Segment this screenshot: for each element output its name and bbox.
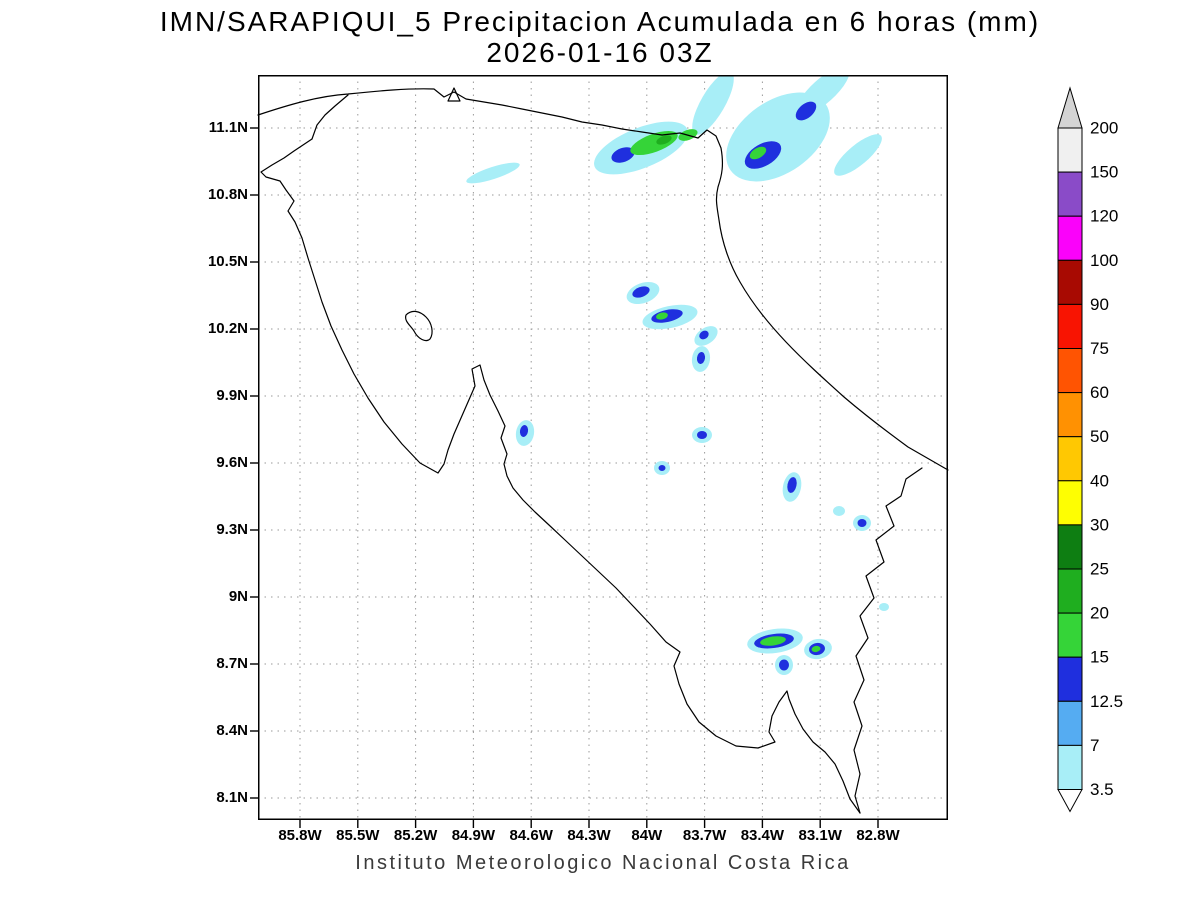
colorbar-segment bbox=[1058, 349, 1082, 393]
precipitation-layer bbox=[465, 59, 889, 675]
colorbar-label: 40 bbox=[1090, 471, 1109, 490]
colorbar-segment bbox=[1058, 304, 1082, 348]
colorbar-segment bbox=[1058, 569, 1082, 613]
colorbar-segment bbox=[1058, 260, 1082, 304]
colorbar-segment bbox=[1058, 481, 1082, 525]
precip-blob bbox=[659, 465, 666, 471]
colorbar-segment bbox=[1058, 393, 1082, 437]
axis-tick-marks bbox=[250, 128, 878, 828]
footer-credit: Instituto Meteorologico Nacional Costa R… bbox=[258, 852, 948, 875]
colorbar-segment bbox=[1058, 128, 1082, 172]
precip-blob bbox=[697, 431, 707, 439]
colorbar-label: 50 bbox=[1090, 427, 1109, 446]
y-tick-label: 8.7N bbox=[140, 655, 248, 673]
colorbar-label: 3.5 bbox=[1090, 780, 1114, 799]
coastline-layer bbox=[258, 88, 948, 813]
y-tick-label: 8.4N bbox=[140, 722, 248, 740]
precip-blob bbox=[858, 519, 867, 527]
colorbar-label: 25 bbox=[1090, 560, 1109, 579]
colorbar-label: 12.5 bbox=[1090, 692, 1123, 711]
precip-blob bbox=[879, 603, 889, 611]
y-tick-label: 9N bbox=[140, 588, 248, 606]
colorbar-segment bbox=[1058, 745, 1082, 789]
weather-map-page: IMN/SARAPIQUI_5 Precipitacion Acumulada … bbox=[0, 0, 1200, 900]
colorbar-label: 20 bbox=[1090, 604, 1109, 623]
inland-lake bbox=[406, 311, 432, 340]
chart-subtitle: 2026-01-16 03Z bbox=[0, 37, 1200, 69]
colorbar-label: 120 bbox=[1090, 207, 1118, 226]
colorbar-label: 150 bbox=[1090, 163, 1118, 182]
colorbar-segment bbox=[1058, 525, 1082, 569]
map-plot bbox=[258, 75, 948, 820]
pacific-coast-line bbox=[261, 139, 860, 813]
colorbar-arrow-top bbox=[1058, 88, 1082, 128]
precip-blob bbox=[779, 660, 789, 671]
y-tick-label: 10.8N bbox=[140, 186, 248, 204]
y-tick-label: 9.9N bbox=[140, 387, 248, 405]
colorbar-label: 30 bbox=[1090, 515, 1109, 534]
precip-blob bbox=[833, 506, 845, 516]
y-tick-label: 9.6N bbox=[140, 454, 248, 472]
colorbar-label: 7 bbox=[1090, 736, 1099, 755]
colorbar-segment bbox=[1058, 657, 1082, 701]
colorbar-arrow-bottom bbox=[1058, 790, 1082, 812]
map-frame bbox=[258, 75, 948, 820]
chart-title: IMN/SARAPIQUI_5 Precipitacion Acumulada … bbox=[0, 6, 1200, 38]
plot-border bbox=[259, 76, 948, 820]
graticule-grid bbox=[258, 75, 948, 820]
colorbar-label: 75 bbox=[1090, 339, 1109, 358]
y-tick-label: 9.3N bbox=[140, 521, 248, 539]
colorbar-segment bbox=[1058, 216, 1082, 260]
border-spur-line bbox=[312, 95, 348, 139]
colorbar-label: 200 bbox=[1090, 119, 1118, 138]
colorbar-segment bbox=[1058, 613, 1082, 657]
y-tick-label: 10.5N bbox=[140, 253, 248, 271]
colorbar-label: 60 bbox=[1090, 383, 1109, 402]
colorbar-segment bbox=[1058, 172, 1082, 216]
colorbar-segment bbox=[1058, 437, 1082, 481]
precip-blob bbox=[829, 128, 888, 182]
nicaragua-lake-shore-line bbox=[258, 89, 698, 138]
y-tick-label: 11.1N bbox=[140, 119, 248, 137]
x-tick-label: 82.8W bbox=[838, 827, 918, 845]
y-tick-label: 8.1N bbox=[140, 789, 248, 807]
y-tick-label: 10.2N bbox=[140, 320, 248, 338]
precip-blob bbox=[685, 66, 742, 140]
colorbar-segment bbox=[1058, 701, 1082, 745]
colorbar-label: 100 bbox=[1090, 251, 1118, 270]
colorbar-label: 15 bbox=[1090, 648, 1109, 667]
colorbar-label: 90 bbox=[1090, 295, 1109, 314]
colorbar: 200 150 120 100 90 75 60 50 40 30 25 20 15 12.5 7 3.5 bbox=[1050, 80, 1195, 825]
caribbean-coast-line bbox=[698, 130, 948, 470]
